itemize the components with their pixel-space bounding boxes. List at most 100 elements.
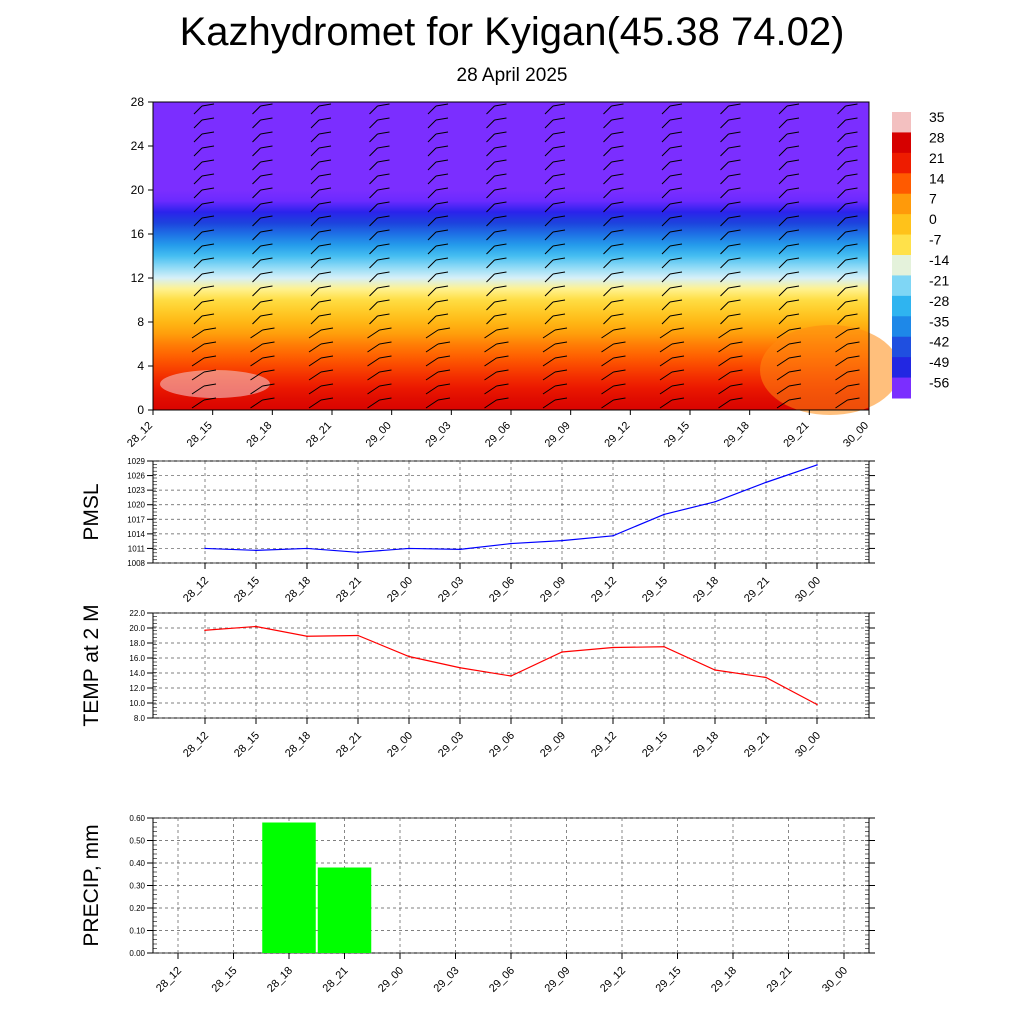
y-tick-label: 24 — [131, 139, 145, 153]
wind-barb — [776, 341, 802, 353]
wind-barb — [720, 201, 741, 213]
wind-barb — [367, 355, 392, 367]
data-point — [714, 669, 716, 671]
wind-barb — [837, 257, 858, 269]
wind-barb — [603, 271, 624, 283]
wind-barb — [776, 369, 802, 381]
wind-barb — [778, 313, 800, 325]
wind-barb — [427, 173, 449, 185]
colorbar-label: -56 — [929, 375, 949, 391]
wind-barb — [369, 243, 390, 255]
wind-barb — [367, 383, 392, 395]
wind-barb — [603, 159, 624, 171]
wind-barb — [367, 327, 392, 339]
wind-barb — [484, 355, 509, 367]
data-point — [459, 548, 461, 551]
wind-barb — [778, 299, 800, 311]
wind-barb — [369, 201, 390, 213]
colorbar-segment — [892, 112, 911, 133]
colorbar-segment — [892, 357, 911, 379]
wind-barb — [603, 201, 624, 213]
wind-barb — [544, 117, 566, 129]
wind-barb — [837, 159, 858, 171]
temperature-section — [153, 102, 869, 410]
wind-barb — [427, 159, 449, 171]
wind-barb — [837, 229, 858, 241]
wind-barb — [603, 243, 624, 255]
data-point — [204, 547, 206, 550]
wind-barb — [427, 187, 449, 199]
colorbar-label: 7 — [929, 191, 937, 207]
wind-barb — [425, 327, 451, 339]
wind-barb — [252, 285, 273, 297]
x-tick-label: 29_06 — [483, 420, 513, 450]
wind-barb — [720, 271, 741, 283]
wind-barb — [603, 313, 624, 325]
wind-barb — [778, 173, 800, 185]
wind-barb — [544, 173, 566, 185]
wind-barb — [193, 271, 215, 283]
wind-barb — [661, 215, 683, 227]
x-tick-label: 29_09 — [543, 965, 573, 995]
data-point — [816, 464, 818, 466]
wind-barb — [661, 285, 683, 297]
data-point — [714, 501, 716, 503]
data-point — [306, 635, 308, 638]
data-point — [306, 547, 308, 550]
colorbar-segment — [892, 336, 911, 358]
wind-barb — [603, 131, 624, 143]
colorbar-segment — [892, 132, 911, 154]
wind-barb — [601, 397, 626, 409]
wind-barb — [308, 383, 334, 395]
wind-barb — [778, 187, 800, 199]
wind-barb — [310, 229, 332, 241]
wind-barb — [369, 257, 390, 269]
x-tick-label: 28_15 — [185, 420, 215, 450]
wind-barb — [661, 103, 683, 115]
x-tick-label: 28_21 — [321, 965, 351, 995]
wind-barb — [544, 215, 566, 227]
wind-barb — [603, 173, 624, 185]
wind-barb — [369, 229, 390, 241]
wind-barb — [603, 187, 624, 199]
wind-barb — [193, 131, 215, 143]
wind-barb — [486, 243, 507, 255]
x-tick-label: 28_15 — [210, 965, 240, 995]
x-tick-label: 29_00 — [376, 965, 406, 995]
y-tick-label: 28 — [131, 95, 145, 109]
wind-barb — [367, 397, 392, 409]
wind-barb — [486, 313, 507, 325]
wind-barb — [603, 145, 624, 157]
wind-barb — [193, 313, 215, 325]
wind-barb — [778, 285, 800, 297]
wind-barbs — [191, 103, 860, 409]
wind-barb — [310, 313, 332, 325]
wind-barb — [369, 117, 390, 129]
wind-barb — [310, 131, 332, 143]
wind-barb — [544, 201, 566, 213]
wind-barb — [252, 257, 273, 269]
wind-barb — [835, 383, 860, 395]
wind-barb — [603, 229, 624, 241]
wind-barb — [252, 103, 273, 115]
wind-barb — [250, 341, 275, 353]
wind-barb — [720, 159, 741, 171]
colorbar-label: -21 — [929, 272, 949, 288]
y-tick-label: 1014 — [127, 530, 145, 539]
wind-barb — [778, 243, 800, 255]
data-point — [357, 634, 359, 637]
wind-barb — [310, 271, 332, 283]
data-point — [612, 646, 614, 649]
x-tick-label: 28_12 — [154, 965, 184, 995]
y-tick-label: 1026 — [127, 472, 145, 481]
wind-barb — [720, 103, 741, 115]
colorbar-label: -7 — [929, 232, 942, 248]
wind-barb — [193, 285, 215, 297]
wind-barb — [603, 103, 624, 115]
wind-barb — [720, 229, 741, 241]
colorbar-segment — [892, 173, 911, 195]
x-tick-label: 28_18 — [283, 730, 313, 760]
wind-barb — [544, 229, 566, 241]
wind-barb — [193, 173, 215, 185]
wind-barb — [250, 397, 275, 409]
